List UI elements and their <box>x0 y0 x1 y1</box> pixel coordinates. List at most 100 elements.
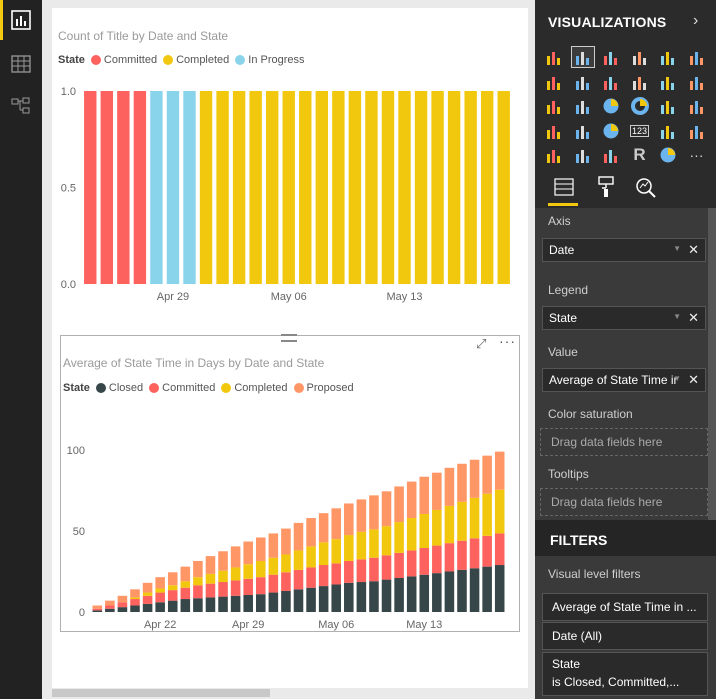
100-percent-bar-icon[interactable] <box>657 47 679 67</box>
bar-closed[interactable] <box>369 581 379 612</box>
horizontal-scrollbar[interactable] <box>52 689 270 697</box>
legend-field[interactable]: State ▼ ✕ <box>542 306 706 330</box>
bar-completed[interactable] <box>232 91 246 284</box>
filter-card-date[interactable]: Date (All) <box>542 622 708 650</box>
bar-committed[interactable] <box>180 587 191 600</box>
bar-proposed[interactable] <box>281 528 291 555</box>
bar-committed[interactable] <box>133 91 147 284</box>
bar-closed[interactable] <box>394 577 404 612</box>
filter-card-average-state-time[interactable]: Average of State Time in ... <box>542 593 708 621</box>
bar-committed[interactable] <box>167 590 178 601</box>
bar-closed[interactable] <box>457 569 467 612</box>
bar-completed[interactable] <box>216 91 229 284</box>
slicer-icon[interactable] <box>543 145 565 165</box>
bar-proposed[interactable] <box>117 595 128 603</box>
bar-completed[interactable] <box>218 570 228 583</box>
bar-committed[interactable] <box>84 91 97 284</box>
bar-proposed[interactable] <box>444 467 455 506</box>
line-clustered-column-icon[interactable] <box>657 72 679 92</box>
bar-completed[interactable] <box>394 522 404 553</box>
bar-committed[interactable] <box>117 91 130 284</box>
bar-completed[interactable] <box>482 493 492 536</box>
bar-closed[interactable] <box>218 596 228 612</box>
line-column-icon[interactable] <box>629 72 651 92</box>
bar-completed[interactable] <box>318 542 329 566</box>
bar-completed[interactable] <box>331 539 342 564</box>
bar-committed[interactable] <box>142 595 153 604</box>
pane-scrollbar[interactable] <box>708 208 716 586</box>
dropdown-caret-icon[interactable]: ▼ <box>673 244 681 253</box>
bar-committed[interactable] <box>356 559 367 583</box>
bar-closed[interactable] <box>130 605 140 612</box>
waterfall-icon[interactable] <box>543 96 565 116</box>
bar-completed[interactable] <box>432 509 442 546</box>
bar-proposed[interactable] <box>494 451 505 490</box>
bar-completed[interactable] <box>480 91 494 284</box>
stacked-column-icon[interactable] <box>570 46 595 68</box>
data-view-button[interactable] <box>0 44 42 84</box>
bar-completed[interactable] <box>193 577 203 586</box>
scatter-icon[interactable] <box>572 96 594 116</box>
bar-closed[interactable] <box>406 576 417 612</box>
bar-proposed[interactable] <box>167 572 178 586</box>
bar-closed[interactable] <box>331 584 342 612</box>
color-saturation-dropzone[interactable]: Drag data fields here <box>540 428 708 456</box>
bar-committed[interactable] <box>117 602 128 608</box>
bar-proposed[interactable] <box>142 582 153 593</box>
clustered-column-icon[interactable] <box>629 47 651 67</box>
bar-completed[interactable] <box>306 546 316 568</box>
bar-closed[interactable] <box>318 586 329 612</box>
bar-committed[interactable] <box>406 550 417 577</box>
bar-committed[interactable] <box>105 605 115 609</box>
tooltips-dropzone[interactable]: Drag data fields here <box>540 488 708 516</box>
bar-proposed[interactable] <box>356 499 367 532</box>
bar-proposed[interactable] <box>344 503 354 536</box>
filled-map-icon[interactable] <box>543 121 565 141</box>
bar-completed[interactable] <box>365 91 378 284</box>
bar-committed[interactable] <box>331 563 342 585</box>
bar-proposed[interactable] <box>394 486 404 523</box>
bar-proposed[interactable] <box>130 589 140 598</box>
bar-closed[interactable] <box>180 599 191 612</box>
bar-completed[interactable] <box>167 585 178 591</box>
bar-proposed[interactable] <box>243 541 253 565</box>
legend-item-committed[interactable]: Committed <box>90 54 157 66</box>
bar-committed[interactable] <box>482 535 492 567</box>
stacked-area-icon[interactable] <box>600 72 622 92</box>
bar-completed[interactable] <box>447 91 461 284</box>
bar-closed[interactable] <box>205 597 216 612</box>
line-chart-icon[interactable] <box>543 72 565 92</box>
analytics-tab-icon[interactable] <box>635 177 657 199</box>
bar-closed[interactable] <box>293 589 304 612</box>
bar-completed[interactable] <box>369 529 379 558</box>
bar-committed[interactable] <box>230 580 241 596</box>
bar-proposed[interactable] <box>469 459 480 498</box>
value-field[interactable]: Average of State Time in Days ▼ ✕ <box>542 368 706 392</box>
bar-proposed[interactable] <box>218 551 228 571</box>
bar-completed[interactable] <box>381 526 392 556</box>
dropdown-caret-icon[interactable]: ▼ <box>673 374 681 383</box>
bar-completed[interactable] <box>230 567 241 581</box>
bar-closed[interactable] <box>306 587 316 612</box>
remove-field-icon[interactable]: ✕ <box>688 372 699 387</box>
bar-closed[interactable] <box>117 607 128 612</box>
format-tab-icon[interactable] <box>597 176 615 198</box>
map-icon[interactable] <box>686 96 708 116</box>
bar-closed[interactable] <box>142 603 153 612</box>
bar-committed[interactable] <box>130 599 140 606</box>
clustered-bar-icon[interactable] <box>600 47 622 67</box>
legend-item-completed[interactable]: Completed <box>221 382 288 394</box>
bar-committed[interactable] <box>432 545 442 574</box>
bar-committed[interactable] <box>255 577 266 595</box>
bar-closed[interactable] <box>469 568 480 612</box>
legend-item-committed[interactable]: Committed <box>149 382 215 394</box>
bar-completed[interactable] <box>444 505 455 544</box>
bar-committed[interactable] <box>394 552 404 578</box>
bar-committed[interactable] <box>218 582 228 597</box>
bar-proposed[interactable] <box>105 600 115 606</box>
bar-completed[interactable] <box>344 535 354 561</box>
gauge-icon[interactable] <box>600 121 622 141</box>
bar-closed[interactable] <box>344 582 354 612</box>
bar-closed[interactable] <box>155 602 165 612</box>
bar-committed[interactable] <box>494 533 505 566</box>
